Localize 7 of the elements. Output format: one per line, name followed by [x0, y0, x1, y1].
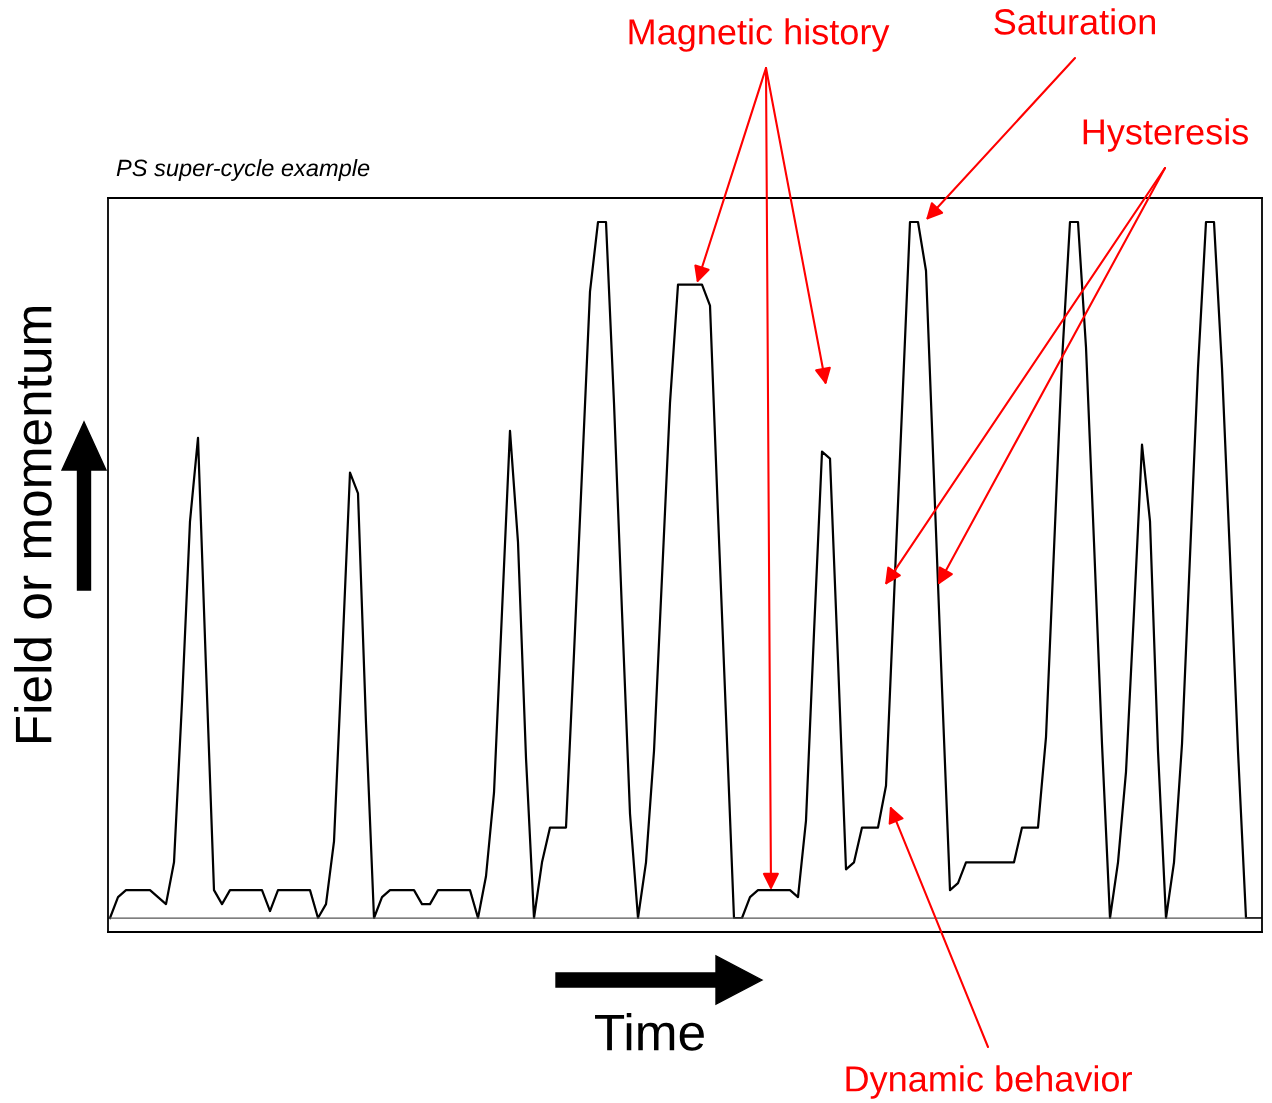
text: Saturation: [994, 8, 1155, 35]
y-axis-title: Field or momentum: [14, 307, 52, 743]
text: Hysteresis: [1083, 118, 1248, 152]
chart-title: PS super-cycle example: [116, 159, 370, 182]
text: Dynamic behavior: [846, 1065, 1132, 1099]
text: Magnetic history: [629, 18, 890, 52]
x-axis-title: Time: [595, 1013, 704, 1051]
